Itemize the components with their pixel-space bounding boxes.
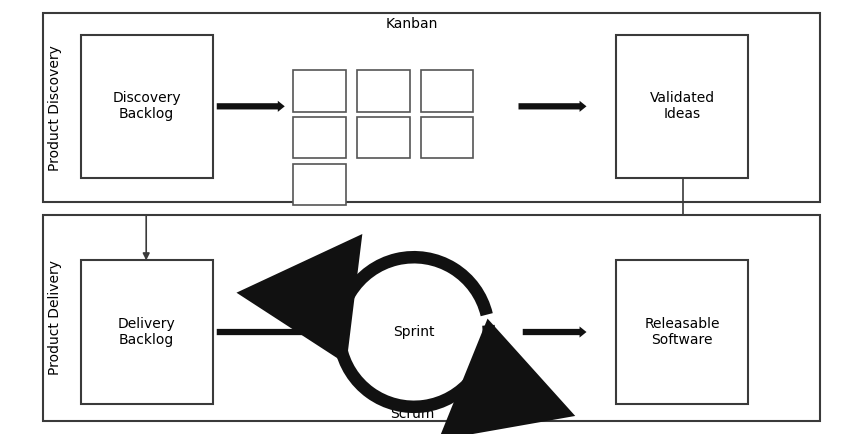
FancyBboxPatch shape [81,35,212,178]
FancyBboxPatch shape [421,70,473,112]
FancyBboxPatch shape [357,70,410,112]
FancyBboxPatch shape [357,117,410,158]
FancyBboxPatch shape [293,164,346,205]
FancyBboxPatch shape [616,260,748,404]
FancyBboxPatch shape [421,117,473,158]
FancyBboxPatch shape [616,35,748,178]
FancyBboxPatch shape [293,117,346,158]
Text: Product Discovery: Product Discovery [48,45,62,171]
FancyBboxPatch shape [81,260,212,404]
Text: Product Delivery: Product Delivery [48,260,62,375]
Text: Sprint: Sprint [394,325,434,339]
Text: Scrum: Scrum [390,408,434,421]
Text: Delivery
Backlog: Delivery Backlog [118,317,175,347]
Text: Releasable
Software: Releasable Software [644,317,720,347]
Text: Kanban: Kanban [386,17,439,31]
Text: Validated
Ideas: Validated Ideas [649,91,715,122]
Text: Discovery
Backlog: Discovery Backlog [112,91,181,122]
FancyBboxPatch shape [293,70,346,112]
